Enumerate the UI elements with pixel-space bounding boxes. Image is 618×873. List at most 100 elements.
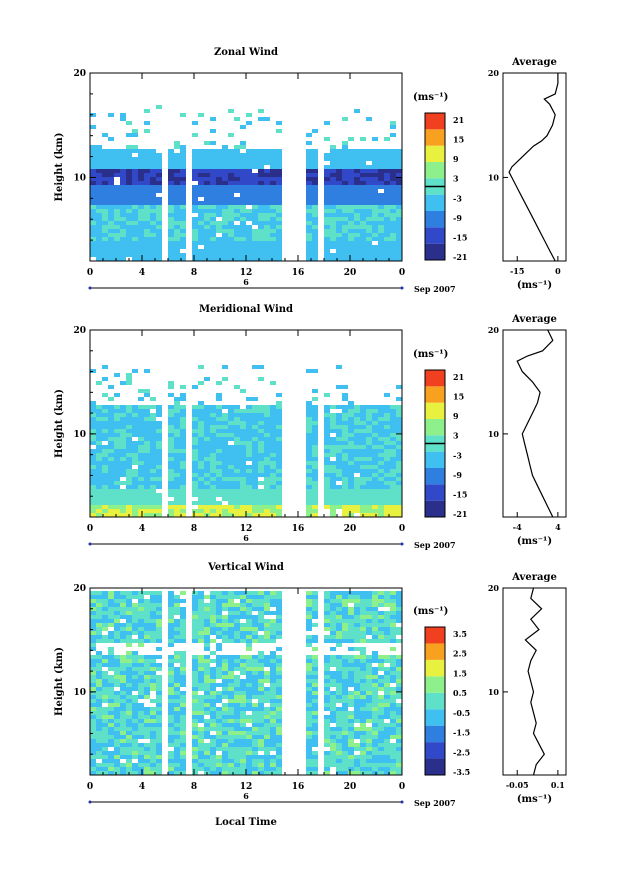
heat-cell	[126, 497, 132, 501]
heat-cell	[168, 197, 174, 201]
heat-cell	[120, 703, 126, 707]
heat-cell	[258, 377, 264, 381]
heat-cell	[384, 465, 390, 469]
heat-cell	[174, 767, 180, 771]
heat-cell	[132, 675, 138, 679]
heat-cell	[384, 225, 390, 229]
heat-cell	[324, 739, 330, 743]
heat-cell	[174, 209, 180, 213]
heat-cell	[240, 599, 246, 603]
heat-cell	[384, 735, 390, 739]
heat-cell	[90, 505, 96, 509]
heat-cell	[114, 173, 120, 177]
heat-cell	[138, 627, 144, 631]
heat-cell	[234, 157, 240, 161]
heat-cell	[228, 169, 234, 173]
heat-cell	[174, 611, 180, 615]
heat-cell	[204, 695, 210, 699]
heat-cell	[180, 393, 186, 397]
x-tick-label: 0	[87, 782, 93, 792]
heat-cell	[396, 711, 402, 715]
heat-cell	[234, 739, 240, 743]
heat-cell	[366, 149, 372, 153]
heat-cell	[126, 651, 132, 655]
heat-cell	[366, 687, 372, 691]
heat-cell	[312, 437, 318, 441]
heat-cell	[120, 631, 126, 635]
heat-cell	[174, 727, 180, 731]
heat-cell	[252, 157, 258, 161]
heat-cell	[108, 181, 114, 185]
heat-cell	[204, 501, 210, 505]
heat-cell	[126, 755, 132, 759]
heat-cell	[138, 771, 144, 775]
heat-cell	[312, 719, 318, 723]
heat-cell	[216, 635, 222, 639]
heat-cell	[222, 145, 228, 149]
heat-cell	[234, 659, 240, 663]
heat-cell	[252, 177, 258, 181]
heat-cell	[330, 473, 336, 477]
heat-cell	[198, 655, 204, 659]
heat-cell	[354, 417, 360, 421]
average-frame	[502, 587, 567, 776]
heat-cell	[270, 603, 276, 607]
heat-cell	[276, 599, 282, 603]
heat-cell	[396, 189, 402, 193]
heat-cell	[234, 715, 240, 719]
heat-cell	[204, 489, 210, 493]
heat-cell	[384, 707, 390, 711]
heat-cell	[330, 509, 336, 513]
heat-cell	[330, 225, 336, 229]
heat-cell	[96, 731, 102, 735]
heat-cell	[132, 409, 138, 413]
heat-cell	[222, 165, 228, 169]
heat-cell	[276, 469, 282, 473]
heat-cell	[144, 489, 150, 493]
heat-cell	[366, 739, 372, 743]
heat-cell	[390, 433, 396, 437]
heat-cell	[132, 233, 138, 237]
heat-cell	[336, 421, 342, 425]
heat-cell	[348, 667, 354, 671]
heat-cell	[132, 181, 138, 185]
heat-cell	[108, 457, 114, 461]
y-axis-label: Height (km)	[54, 389, 65, 458]
heat-cell	[126, 691, 132, 695]
heat-cell	[120, 169, 126, 173]
heat-cell	[108, 137, 114, 141]
heat-cell	[222, 675, 228, 679]
heat-cell	[192, 469, 198, 473]
heat-cell	[168, 173, 174, 177]
heat-cell	[120, 209, 126, 213]
heat-cell	[114, 631, 120, 635]
heat-cell	[138, 731, 144, 735]
heat-cell	[108, 205, 114, 209]
heat-cell	[204, 675, 210, 679]
heat-cell	[198, 711, 204, 715]
heat-cell	[336, 229, 342, 233]
heat-cell	[192, 747, 198, 751]
heat-cell	[330, 213, 336, 217]
heat-cell	[210, 177, 216, 181]
heat-cell	[336, 607, 342, 611]
heat-cell	[216, 595, 222, 599]
heat-cell	[342, 145, 348, 149]
heat-cell	[114, 699, 120, 703]
heat-cell	[336, 505, 342, 509]
heat-cell	[348, 623, 354, 627]
heat-cell	[372, 433, 378, 437]
heat-cell	[372, 245, 378, 249]
heat-cell	[96, 707, 102, 711]
heat-cell	[324, 603, 330, 607]
heat-cell	[102, 627, 108, 631]
heat-cell	[168, 715, 174, 719]
average-x-tick-label: -15	[510, 266, 524, 276]
heat-cell	[354, 703, 360, 707]
heat-cell	[264, 699, 270, 703]
heat-cell	[276, 655, 282, 659]
heat-cell	[306, 185, 312, 189]
heat-cell	[120, 185, 126, 189]
heat-cell	[222, 177, 228, 181]
heat-cell	[144, 465, 150, 469]
